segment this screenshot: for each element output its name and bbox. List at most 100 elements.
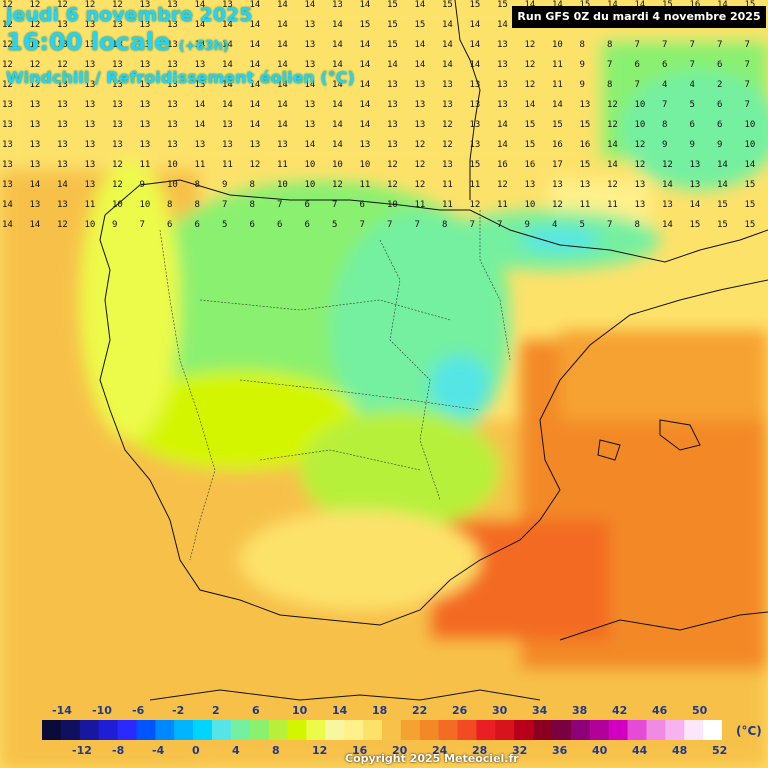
grid-value: 13 <box>29 160 41 170</box>
grid-value: 7 <box>744 40 750 50</box>
grid-value: 7 <box>277 200 283 210</box>
grid-value: 11 <box>469 180 481 190</box>
grid-value: 8 <box>442 220 448 230</box>
grid-value: 10 <box>167 180 178 190</box>
legend-label-top: 10 <box>292 704 308 717</box>
grid-value: 15 <box>689 220 701 230</box>
grid-value: 9 <box>222 180 228 190</box>
grid-value: 12 <box>442 140 453 150</box>
grid-value: 14 <box>332 140 343 150</box>
grid-value: 14 <box>469 20 481 30</box>
grid-value: 7 <box>332 200 338 210</box>
legend-swatch <box>230 720 251 740</box>
grid-value: 13 <box>689 160 701 170</box>
grid-value: 11 <box>359 180 371 190</box>
legend-swatch <box>533 720 553 740</box>
grid-value: 15 <box>579 120 591 130</box>
grid-value: 6 <box>194 220 200 230</box>
grid-value: 7 <box>607 220 613 230</box>
grid-value: 14 <box>607 0 618 10</box>
grid-value: 12 <box>634 160 646 170</box>
grid-value: 12 <box>29 40 41 50</box>
grid-value: 14 <box>249 0 261 10</box>
forecast-date: jeudi 6 novembre 2025 <box>6 4 253 26</box>
grid-value: 14 <box>332 80 343 90</box>
legend-label-top: 42 <box>612 704 628 717</box>
grid-value: 13 <box>2 180 13 190</box>
legend-label-bottom: 12 <box>312 744 328 757</box>
grid-value: 12 <box>414 140 426 150</box>
grid-value: 15 <box>497 0 508 10</box>
grid-value: 11 <box>552 60 563 70</box>
grid-value: 13 <box>662 200 673 210</box>
grid-value: 14 <box>662 180 673 190</box>
grid-value: 12 <box>84 0 96 10</box>
coastlines <box>99 0 768 701</box>
legend-unit: (°C) <box>736 724 762 738</box>
legend-swatch <box>60 720 81 740</box>
grid-value: 10 <box>304 160 316 170</box>
grid-value: 14 <box>304 0 316 10</box>
legend-label-bottom: -8 <box>112 744 125 757</box>
grid-value: 13 <box>222 140 233 150</box>
grid-value: 14 <box>359 80 371 90</box>
grid-value: 14 <box>552 0 563 10</box>
grid-value: 13 <box>84 160 96 170</box>
grid-value: 15 <box>662 0 673 10</box>
grid-value: 14 <box>277 60 288 70</box>
grid-value: 12 <box>57 220 68 230</box>
grid-value: 14 <box>607 160 618 170</box>
grid-value: 15 <box>744 180 756 190</box>
grid-value: 8 <box>579 40 585 50</box>
grid-value: 14 <box>249 100 261 110</box>
grid-value: 12 <box>387 160 398 170</box>
grid-value: 12 <box>524 80 536 90</box>
grid-value: 13 <box>304 100 316 110</box>
grid-value: 13 <box>194 60 206 70</box>
legend-label-bottom: 24 <box>432 744 448 757</box>
grid-value: 14 <box>277 80 288 90</box>
grid-value: 14 <box>249 20 261 30</box>
legend-swatch <box>325 720 345 740</box>
grid-value: 7 <box>689 40 695 50</box>
legend-label-bottom: -4 <box>152 744 165 757</box>
grid-value: 6 <box>359 200 365 210</box>
grid-value: 14 <box>29 220 41 230</box>
grid-value: 15 <box>524 120 536 130</box>
grid-value: 13 <box>222 0 233 10</box>
grid-value: 13 <box>167 60 178 70</box>
grid-value: 14 <box>469 40 481 50</box>
grid-value: 13 <box>167 40 178 50</box>
grid-value: 10 <box>304 180 316 190</box>
legend-label-bottom: 40 <box>592 744 608 757</box>
grid-value: 13 <box>2 140 13 150</box>
grid-value: 13 <box>29 140 41 150</box>
grid-value: 13 <box>387 120 398 130</box>
grid-value: 13 <box>194 80 206 90</box>
grid-value: 11 <box>194 160 206 170</box>
grid-value: 13 <box>167 100 178 110</box>
legend-label-top: 34 <box>532 704 548 717</box>
grid-value: 13 <box>84 180 96 190</box>
grid-value: 8 <box>607 40 613 50</box>
legend-swatch <box>419 720 440 740</box>
grid-value: 13 <box>29 120 41 130</box>
grid-value: 14 <box>387 60 398 70</box>
legend-swatch <box>79 720 100 740</box>
legend-label-top: 14 <box>332 704 348 717</box>
grid-value: 13 <box>414 80 426 90</box>
grid-value: 7 <box>634 40 640 50</box>
grid-value: 13 <box>112 40 123 50</box>
grid-value: 13 <box>84 20 96 30</box>
grid-value: 8 <box>194 180 200 190</box>
grid-value: 12 <box>552 200 563 210</box>
legend-label-top: -2 <box>172 704 185 717</box>
grid-value: 11 <box>442 180 453 190</box>
legend-swatch <box>570 720 591 740</box>
grid-value: 13 <box>139 80 151 90</box>
grid-value: 12 <box>2 0 13 10</box>
grid-value: 14 <box>744 160 756 170</box>
grid-value: 12 <box>607 120 618 130</box>
grid-value: 6 <box>634 60 640 70</box>
